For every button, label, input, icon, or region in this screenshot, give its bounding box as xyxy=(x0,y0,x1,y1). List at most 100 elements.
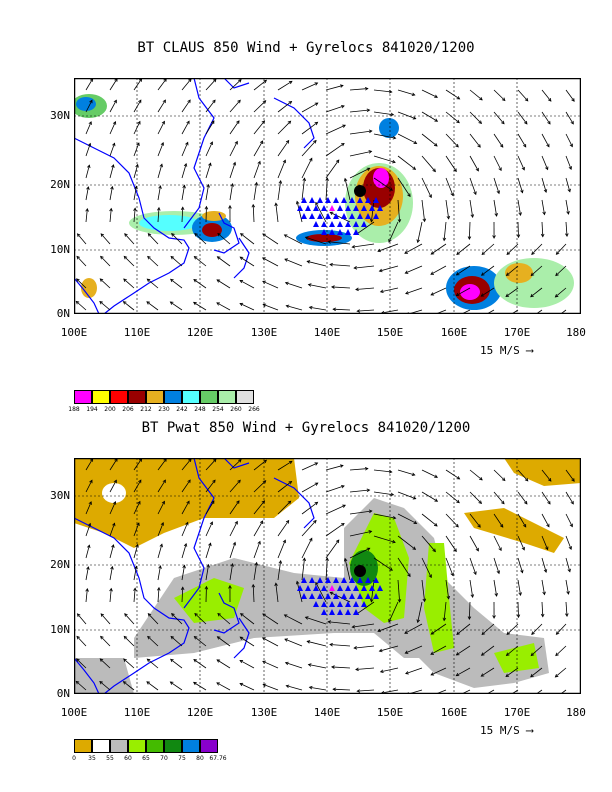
wind-arrow xyxy=(75,681,87,691)
gyre-location-marker xyxy=(333,577,339,583)
wind-arrowhead xyxy=(183,542,188,547)
wind-arrowhead xyxy=(554,293,559,298)
wind-arrow xyxy=(517,513,527,528)
wind-arrow xyxy=(481,243,495,255)
wind-arrow xyxy=(109,458,118,471)
wind-arrowhead xyxy=(554,673,559,678)
wind-arrow xyxy=(445,491,460,504)
wind-arrowhead xyxy=(366,547,371,551)
pwat-map-svg xyxy=(74,458,581,694)
wind-arrowhead xyxy=(524,500,528,505)
wind-arrowhead xyxy=(262,303,267,307)
wind-arrowhead xyxy=(329,262,333,267)
colorbar-swatch xyxy=(182,390,200,404)
wind-arrowhead xyxy=(555,652,559,657)
wind-arrow xyxy=(377,623,399,632)
wind-arrow xyxy=(76,256,87,267)
wind-arrow xyxy=(349,468,368,471)
wind-arrowhead xyxy=(124,613,128,617)
wind-arrowhead xyxy=(430,292,435,296)
x-label: 100E xyxy=(60,326,88,339)
wind-arrowhead xyxy=(332,307,337,312)
wind-arrowhead xyxy=(123,278,127,282)
wind-arrowhead xyxy=(217,612,221,617)
wind-arrow xyxy=(205,458,217,471)
wind-arrow xyxy=(277,120,291,135)
gyre-location-marker xyxy=(357,213,363,219)
wind-arrow xyxy=(181,163,187,179)
wind-arrow xyxy=(99,681,111,691)
wind-arrowhead xyxy=(479,476,483,481)
wind-arrowhead xyxy=(432,168,436,173)
y-label: 20N xyxy=(50,178,70,191)
wind-arrow xyxy=(262,280,279,289)
wind-arrow xyxy=(262,613,279,625)
y-label: 30N xyxy=(50,109,70,122)
wind-arrow xyxy=(253,500,265,515)
wind-arrowhead xyxy=(405,291,409,295)
wind-arrowhead xyxy=(186,120,190,125)
gyre-location-marker xyxy=(321,205,327,211)
wind-arrowhead xyxy=(341,484,345,489)
wind-arrowhead xyxy=(329,642,333,647)
wind-arrow xyxy=(456,623,471,635)
wind-arrow xyxy=(205,99,216,113)
wind-arrowhead xyxy=(566,211,570,215)
gyre-location-marker xyxy=(361,585,367,591)
wind-arrow xyxy=(555,645,567,656)
colorbar-label: 254 xyxy=(212,406,224,413)
wind-arrow xyxy=(285,662,303,669)
wind-arrowhead xyxy=(522,523,527,528)
wind-arrowhead xyxy=(228,584,232,589)
wind-arrow xyxy=(517,469,529,482)
wind-arrowhead xyxy=(351,244,356,249)
wind-arrow xyxy=(560,309,567,314)
wind-arrowhead xyxy=(456,119,460,124)
colorbar-label: 242 xyxy=(176,406,188,413)
x-label: 170E xyxy=(503,706,531,719)
wind-arrow xyxy=(123,636,135,647)
gyre-location-marker xyxy=(349,593,355,599)
wind-arrowhead xyxy=(331,285,335,289)
wind-arrow xyxy=(229,120,240,135)
wind-arrowhead xyxy=(284,258,288,262)
wind-arrow xyxy=(397,177,411,197)
wind-arrowhead xyxy=(170,635,175,640)
wind-arrow xyxy=(133,164,139,179)
gyre-location-marker xyxy=(329,609,335,615)
wind-arrowhead xyxy=(100,635,104,640)
wind-arrowhead xyxy=(505,272,510,277)
wind-arrow xyxy=(421,513,438,527)
gyre-location-marker xyxy=(309,577,315,583)
colorbar-swatch xyxy=(110,390,128,404)
wind-arrowhead xyxy=(146,301,150,305)
colorbar-label: 75 xyxy=(178,755,186,762)
wind-arrow xyxy=(445,557,454,576)
wind-arrow xyxy=(157,458,167,471)
gyre-location-marker xyxy=(333,593,339,599)
wind-arrowhead xyxy=(571,98,575,102)
wind-arrow xyxy=(157,587,160,603)
wind-arrow xyxy=(133,208,136,223)
wind-arrowhead xyxy=(412,116,417,120)
wind-arrowhead xyxy=(169,681,174,685)
wind-arrowhead xyxy=(368,509,373,514)
gyre-location-marker xyxy=(321,585,327,591)
colorbar-swatch xyxy=(92,739,110,753)
wind-arrow xyxy=(417,601,423,623)
wind-arrowhead xyxy=(307,283,312,287)
wind-arrowhead xyxy=(473,191,477,196)
wind-arrowhead xyxy=(159,543,163,548)
gyre-location-marker xyxy=(361,221,367,227)
wind-arrowhead xyxy=(89,99,93,104)
wind-arrowhead xyxy=(327,620,332,624)
wind-arrow xyxy=(505,287,519,297)
wind-arrow xyxy=(99,278,111,289)
wind-arrow xyxy=(100,613,111,625)
wind-arrow xyxy=(560,689,567,694)
wind-arrow xyxy=(355,287,375,290)
wind-arrowhead xyxy=(283,614,288,618)
wind-arrow xyxy=(530,287,543,298)
wind-arrowhead xyxy=(216,636,221,640)
wind-arrow xyxy=(157,501,165,515)
